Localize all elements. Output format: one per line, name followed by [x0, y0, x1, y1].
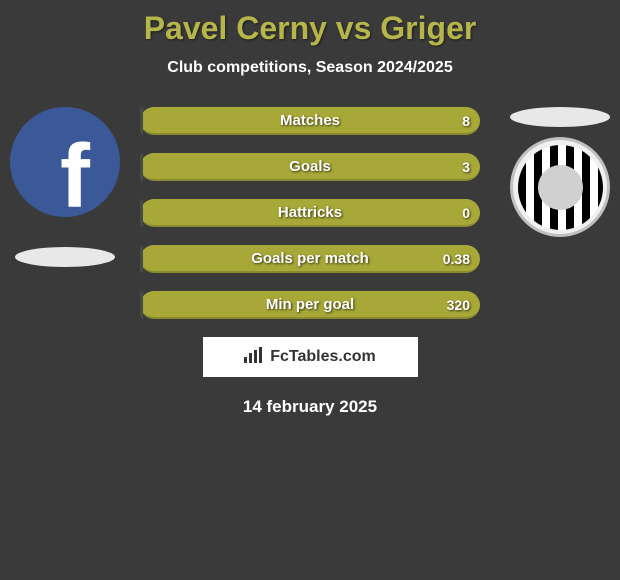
subtitle: Club competitions, Season 2024/2025: [0, 59, 620, 77]
watermark: FcTables.com: [203, 337, 418, 377]
stat-value-right: 320: [447, 291, 470, 319]
club-logo-stripes: [518, 145, 603, 230]
chart-icon: [244, 347, 264, 368]
player-right-shadow: [510, 107, 610, 127]
stat-label: Goals: [140, 153, 480, 181]
stat-value-right: 3: [462, 153, 470, 181]
stat-row-matches: Matches 8: [140, 107, 480, 135]
page-title: Pavel Cerny vs Griger: [0, 0, 620, 47]
stat-label: Hattricks: [140, 199, 480, 227]
stat-value-right: 8: [462, 107, 470, 135]
player-right-club-logo: [510, 137, 610, 237]
stat-row-goals-per-match: Goals per match 0.38: [140, 245, 480, 273]
stat-label: Matches: [140, 107, 480, 135]
stat-row-min-per-goal: Min per goal 320: [140, 291, 480, 319]
stat-row-hattricks: Hattricks 0: [140, 199, 480, 227]
stat-label: Min per goal: [140, 291, 480, 319]
club-logo-center: [538, 165, 583, 210]
player-left-shadow: [15, 247, 115, 267]
stat-value-right: 0.38: [443, 245, 470, 273]
facebook-icon: f: [60, 126, 90, 218]
player-left-avatar: f: [10, 107, 120, 217]
player-left-column: f: [10, 107, 120, 267]
watermark-text: FcTables.com: [270, 348, 376, 366]
stat-label: Goals per match: [140, 245, 480, 273]
date-text: 14 february 2025: [0, 397, 620, 417]
stats-bars: Matches 8 Goals 3 Hattricks 0 Goals per …: [140, 107, 480, 319]
player-right-column: [510, 107, 610, 237]
stat-row-goals: Goals 3: [140, 153, 480, 181]
comparison-area: f Matches 8 Goals 3 Hatt: [0, 107, 620, 417]
stat-value-right: 0: [462, 199, 470, 227]
